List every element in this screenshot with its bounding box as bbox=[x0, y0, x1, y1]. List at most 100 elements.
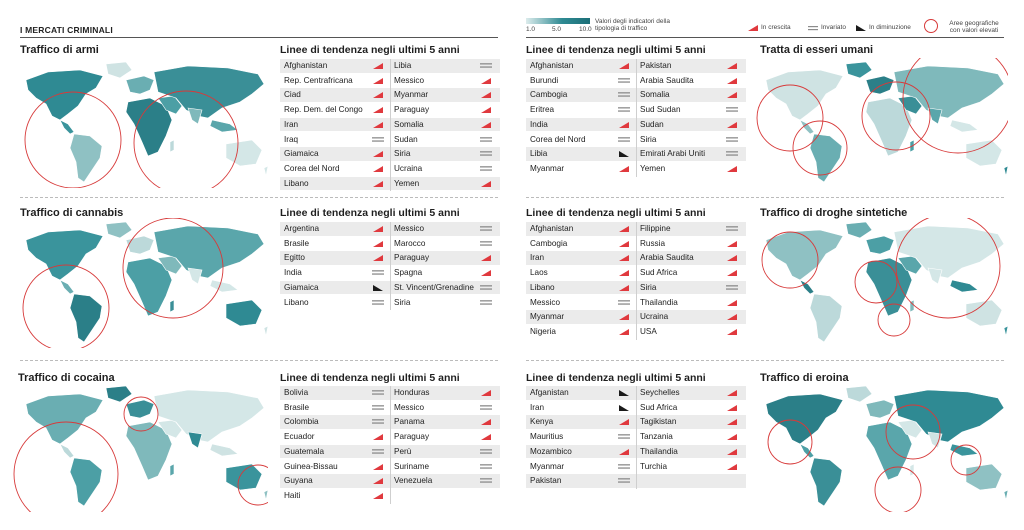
trend-list-title: Linee di tendenza negli ultimi 5 anni bbox=[526, 44, 706, 56]
country-name: Marocco bbox=[394, 238, 426, 248]
world-map bbox=[24, 61, 268, 188]
column-separator bbox=[390, 59, 391, 192]
country-name: Mauritius bbox=[530, 432, 564, 442]
table-row: Rep. Centrafricana Messico bbox=[280, 74, 500, 88]
trend-up-icon bbox=[481, 434, 491, 441]
trend-same-icon bbox=[372, 419, 384, 425]
trend-indicator bbox=[618, 165, 630, 173]
trend-same-icon bbox=[618, 107, 630, 112]
trend-same-icon bbox=[618, 299, 630, 305]
country-name: Messico bbox=[394, 224, 425, 233]
country-name: Iran bbox=[284, 119, 299, 129]
trend-up-icon bbox=[373, 463, 383, 470]
trend-up-icon bbox=[481, 180, 491, 187]
trend-indicator bbox=[480, 269, 492, 277]
trend-indicator bbox=[480, 284, 492, 292]
map-region bbox=[169, 463, 175, 477]
table-row: Laos Sud Africa bbox=[526, 266, 746, 280]
map-region bbox=[799, 279, 815, 295]
legend-down: In diminuzione bbox=[856, 24, 911, 31]
trend-same-icon bbox=[372, 270, 384, 275]
trend-up-icon bbox=[619, 419, 629, 426]
world-map bbox=[13, 385, 268, 512]
trend-same-icon bbox=[726, 107, 738, 112]
country-name: Filippine bbox=[640, 224, 671, 233]
trend-up-icon bbox=[481, 390, 491, 396]
trend-indicator bbox=[726, 284, 738, 292]
trend-list-title: Linee di tendenza negli ultimi 5 anni bbox=[280, 372, 460, 384]
column-separator bbox=[636, 59, 637, 177]
trend-list-title: Linee di tendenza negli ultimi 5 anni bbox=[280, 207, 460, 219]
trend-indicator bbox=[618, 106, 630, 114]
trend-up-icon bbox=[727, 314, 737, 321]
trend-up-icon bbox=[619, 165, 629, 172]
trend-indicator bbox=[480, 62, 492, 70]
trend-same-icon bbox=[372, 390, 384, 395]
map-region bbox=[59, 443, 75, 459]
trend-up-icon bbox=[373, 434, 383, 441]
country-name: Pakistan bbox=[530, 476, 562, 486]
high-value-area-circle bbox=[22, 264, 110, 348]
trend-indicator bbox=[618, 328, 630, 336]
table-row: Messico Thailandia bbox=[526, 296, 746, 310]
country-name: Libano bbox=[284, 297, 309, 307]
trend-down-icon bbox=[856, 24, 866, 31]
country-name: Siria bbox=[640, 282, 657, 292]
trend-up-icon bbox=[727, 463, 737, 470]
trend-up-icon bbox=[619, 240, 629, 247]
country-name: Guyana bbox=[284, 476, 313, 486]
map-region bbox=[845, 61, 873, 79]
trend-indicator bbox=[726, 433, 738, 441]
map-region bbox=[105, 61, 133, 79]
trend-up-icon bbox=[727, 63, 737, 69]
table-row: Ecuador Paraguay bbox=[280, 430, 500, 444]
trend-up-icon bbox=[727, 77, 737, 84]
trend-up-icon bbox=[373, 165, 383, 172]
trend-up-icon bbox=[373, 478, 383, 485]
map-region bbox=[893, 65, 1005, 119]
trend-indicator bbox=[480, 240, 492, 248]
high-value-area-circle bbox=[895, 218, 1001, 319]
table-row: Myanmar Turchia bbox=[526, 460, 746, 474]
country-name: Messico bbox=[530, 297, 561, 307]
trend-up-icon bbox=[619, 226, 629, 232]
high-value-area-circle bbox=[877, 303, 911, 337]
world-map bbox=[756, 58, 1008, 183]
high-value-area-circle bbox=[767, 419, 813, 465]
trend-same-icon bbox=[480, 463, 492, 469]
trend-indicator bbox=[372, 136, 384, 144]
map-region bbox=[25, 393, 104, 445]
country-name: Ucraina bbox=[640, 312, 669, 322]
country-name: Giamaica bbox=[284, 282, 319, 292]
country-name: Emirati Arabi Uniti bbox=[640, 149, 706, 159]
trend-indicator bbox=[480, 433, 492, 441]
map-region bbox=[865, 399, 895, 419]
map-region bbox=[125, 399, 155, 419]
trend-indicator bbox=[372, 121, 384, 129]
high-value-area-circle bbox=[874, 466, 922, 512]
country-name: Myanmar bbox=[394, 90, 429, 100]
trend-up-icon bbox=[727, 270, 737, 277]
trend-same-icon bbox=[726, 136, 738, 142]
trend-indicator bbox=[372, 225, 384, 233]
country-name: Paraguay bbox=[394, 432, 430, 442]
trend-up-icon bbox=[727, 419, 737, 426]
map-region bbox=[845, 221, 873, 239]
section-divider bbox=[20, 197, 498, 198]
trend-indicator bbox=[480, 77, 492, 85]
trend-indicator bbox=[372, 269, 384, 277]
trend-same-icon bbox=[480, 240, 492, 246]
world-map bbox=[761, 218, 1008, 343]
trend-indicator bbox=[480, 225, 492, 233]
map-region bbox=[809, 457, 843, 507]
section-title: Tratta di esseri umani bbox=[760, 44, 874, 56]
trend-up-icon bbox=[373, 255, 383, 262]
trend-indicator bbox=[372, 62, 384, 70]
map-region bbox=[965, 139, 1003, 167]
world-map bbox=[22, 218, 268, 348]
map-region bbox=[69, 293, 103, 343]
table-row: Brasile Marocco bbox=[280, 237, 500, 251]
legend-down-label: In diminuzione bbox=[869, 24, 911, 31]
map-region bbox=[865, 421, 913, 481]
trend-indicator bbox=[618, 62, 630, 70]
